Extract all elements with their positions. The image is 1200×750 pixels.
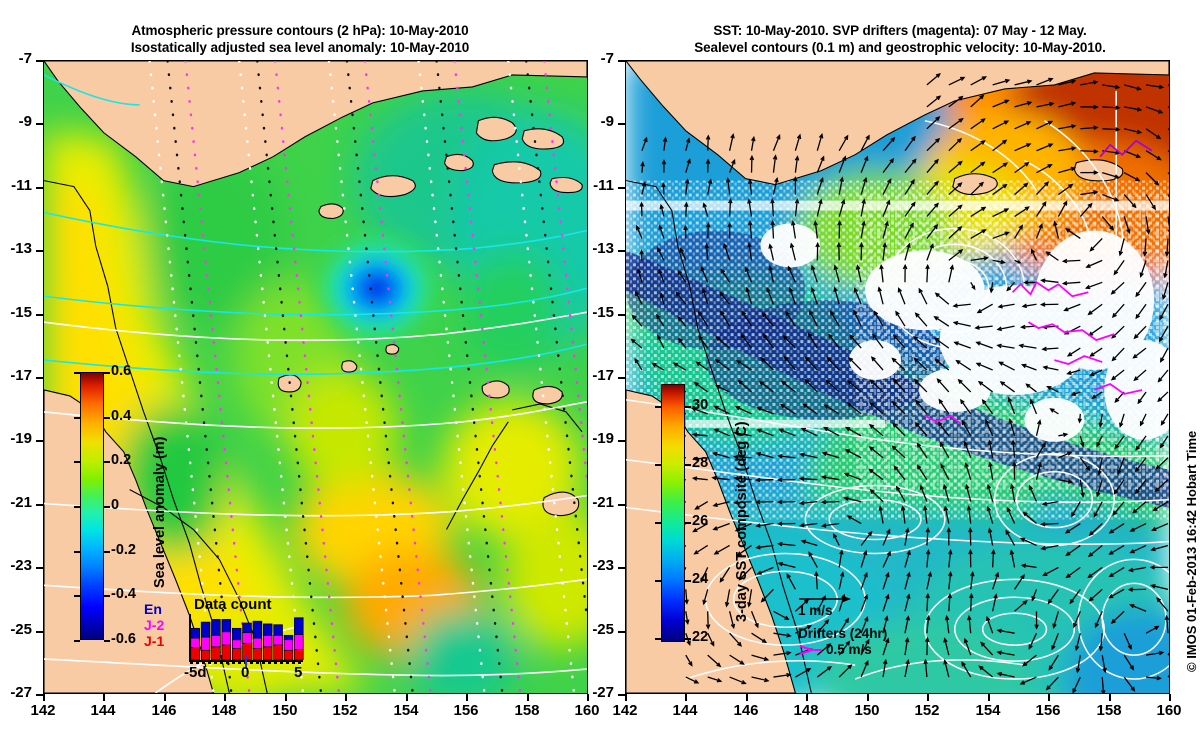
right-xtick-5: 152 xyxy=(914,702,940,719)
velocity-scale-legend: 1 m/s xyxy=(798,592,852,618)
left-panel-title: Atmospheric pressure contours (2 hPa): 1… xyxy=(40,22,560,56)
right-xtick-2: 146 xyxy=(733,702,759,719)
left-ytick-9: -25 xyxy=(10,621,32,638)
right-ytick-7: -21 xyxy=(592,494,614,511)
left-xtick-1: 144 xyxy=(90,702,116,719)
sst-colorbar[interactable] xyxy=(661,384,685,642)
right-panel-title-line1: SST: 10-May-2010. SVP drifters (magenta)… xyxy=(713,23,1087,38)
right-ytick-2: -11 xyxy=(593,177,614,194)
altimeter-ground-tracks xyxy=(148,61,587,693)
left-xtick-0: 142 xyxy=(30,702,56,719)
sst-cbar-tick-3: 24 xyxy=(692,571,709,587)
left-xtick-4: 150 xyxy=(272,702,298,719)
sla-cbar-tick-3: 0 xyxy=(111,497,120,513)
data-count-inset[interactable]: En J-2 J-1 Data count -5d 0 5 xyxy=(142,596,304,681)
sat-legend-En: En xyxy=(144,601,162,617)
left-xtick-8: 158 xyxy=(514,702,540,719)
left-ytick-7: -21 xyxy=(10,494,32,511)
left-panel-title-line2: Isostatically adjusted sea level anomaly… xyxy=(130,40,470,55)
sla-cbar-tick-6: -0.6 xyxy=(111,631,136,647)
left-ytick-1: -9 xyxy=(18,113,32,130)
svp-drifter-tracks xyxy=(924,139,1153,425)
left-ytick-10: -27 xyxy=(10,684,32,701)
geostrophic-velocity-vectors xyxy=(630,72,1169,693)
sst-cbar-tick-0: 30 xyxy=(692,397,709,413)
right-xtick-3: 148 xyxy=(793,702,819,719)
velocity-scale-label: 1 m/s xyxy=(798,603,833,618)
right-panel-title: SST: 10-May-2010. SVP drifters (magenta)… xyxy=(630,22,1170,56)
pressure-contours-white xyxy=(44,311,587,693)
right-xtick-4: 150 xyxy=(854,702,880,719)
sla-cbar-tick-2: 0.2 xyxy=(111,452,132,468)
sla-cbar-tick-1: 0.4 xyxy=(111,408,132,424)
right-ytick-4: -15 xyxy=(592,304,614,321)
right-ytick-10: -27 xyxy=(592,684,614,701)
drifter-legend-title: Drifters (24hr) xyxy=(798,626,888,641)
velocity-scale-arrow-icon xyxy=(799,595,851,603)
right-xtick-8: 158 xyxy=(1096,702,1122,719)
left-xtick-9: 160 xyxy=(574,702,600,719)
left-xtick-6: 154 xyxy=(393,702,419,719)
sla-colorbar-label: Sea level anomaly (m) xyxy=(152,436,168,588)
sst-cbar-tick-2: 26 xyxy=(692,513,709,529)
left-xtick-2: 146 xyxy=(151,702,177,719)
left-xtick-5: 152 xyxy=(332,702,358,719)
sea-level-anomaly-map[interactable] xyxy=(43,60,588,694)
drifter-arrow-icon xyxy=(799,645,822,655)
left-ytick-5: -17 xyxy=(10,367,32,384)
right-panel-title-line2: Sealevel contours (0.1 m) and geostrophi… xyxy=(694,40,1106,55)
right-ytick-0: -7 xyxy=(600,50,614,67)
data-count-zero-line xyxy=(245,656,247,668)
right-ytick-3: -13 xyxy=(592,240,614,257)
right-ytick-5: -17 xyxy=(592,367,614,384)
left-ytick-3: -13 xyxy=(10,240,32,257)
sat-legend-J1: J-1 xyxy=(144,633,165,649)
pressure-contours-cyan xyxy=(44,74,587,376)
sla-cbar-tick-0: 0.6 xyxy=(111,363,132,379)
right-xtick-6: 154 xyxy=(975,702,1001,719)
sat-legend-J2: J-2 xyxy=(144,617,165,633)
left-ytick-2: -11 xyxy=(11,177,32,194)
right-ytick-9: -25 xyxy=(592,621,614,638)
data-count-bars xyxy=(190,617,304,660)
dc-xtick-2: 5 xyxy=(294,664,303,681)
right-xtick-9: 160 xyxy=(1156,702,1182,719)
dc-xtick-0: -5d xyxy=(184,664,207,681)
sst-cbar-tick-1: 28 xyxy=(692,455,709,471)
right-ytick-8: -23 xyxy=(592,557,614,574)
sla-cbar-tick-5: -0.4 xyxy=(111,586,136,602)
left-ytick-6: -19 xyxy=(10,430,32,447)
sst-field xyxy=(626,61,1169,693)
left-ytick-8: -23 xyxy=(10,557,32,574)
right-xtick-1: 144 xyxy=(672,702,698,719)
left-ytick-4: -15 xyxy=(10,304,32,321)
right-ytick-6: -19 xyxy=(592,430,614,447)
left-xtick-7: 156 xyxy=(453,702,479,719)
left-xtick-3: 148 xyxy=(211,702,237,719)
drifter-scale-label: 0.5 m/s xyxy=(826,642,872,657)
data-count-title: Data count xyxy=(194,596,272,613)
sst-colorbar-label: 3-day SST composite (deg C) xyxy=(734,421,750,622)
sst-cbar-tick-4: 22 xyxy=(692,629,709,645)
dc-xtick-1: 0 xyxy=(241,664,250,681)
sla-cbar-tick-4: -0.2 xyxy=(111,542,136,558)
sst-geostrophic-map[interactable] xyxy=(625,60,1170,694)
copyright-notice: © IMOS 01-Feb-2013 16:42 Hobart Time xyxy=(1184,430,1199,672)
sla-field xyxy=(44,61,587,693)
left-ytick-0: -7 xyxy=(18,50,32,67)
right-xtick-7: 156 xyxy=(1035,702,1061,719)
right-ytick-1: -9 xyxy=(600,113,614,130)
right-xtick-0: 142 xyxy=(612,702,638,719)
left-panel-title-line1: Atmospheric pressure contours (2 hPa): 1… xyxy=(131,23,469,38)
sea-level-anomaly-colorbar[interactable] xyxy=(80,372,104,640)
